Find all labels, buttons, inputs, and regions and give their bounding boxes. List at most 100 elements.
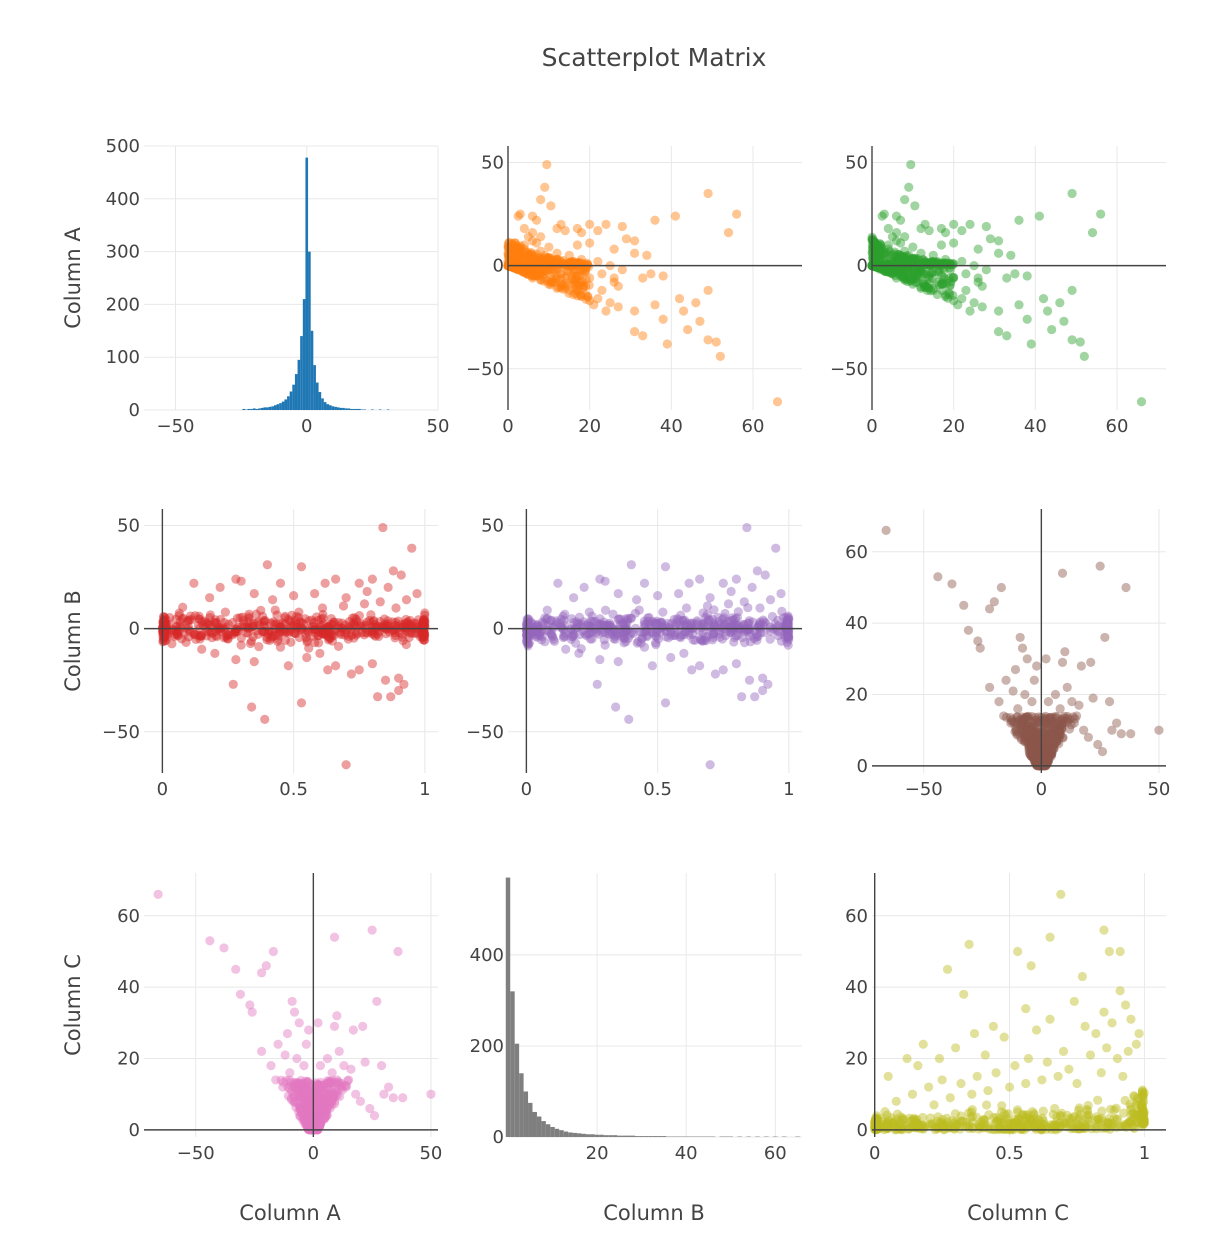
- scatter-point: [315, 1077, 326, 1087]
- scatter-point: [684, 578, 694, 588]
- scatter-point: [512, 265, 522, 275]
- scatter-point: [609, 273, 619, 283]
- scatter-point: [257, 611, 268, 621]
- x-tick-label: −50: [157, 416, 195, 437]
- y-tick-label: 50: [117, 516, 140, 537]
- scatter-point: [1099, 925, 1109, 935]
- scatter-point: [325, 633, 335, 643]
- scatter-point: [351, 614, 361, 624]
- scatter-point: [529, 270, 539, 281]
- histogram-bar: [305, 157, 309, 410]
- scatter-point: [510, 253, 521, 264]
- scatter-point: [991, 1116, 1002, 1127]
- y-tick-label: 20: [845, 1049, 868, 1070]
- scatter-point: [732, 209, 742, 219]
- scatter-point: [158, 635, 168, 646]
- scatter-point: [767, 611, 778, 622]
- scatter-point: [887, 232, 898, 242]
- scatter-point: [1077, 971, 1087, 982]
- scatter-point: [650, 300, 660, 310]
- scatter-point: [1045, 712, 1055, 723]
- scatter-point: [1017, 643, 1028, 653]
- scatter-point: [901, 274, 911, 284]
- scatter-point: [162, 632, 172, 642]
- scatter-point: [1031, 1025, 1042, 1035]
- scatter-point: [562, 261, 572, 271]
- scatter-point: [580, 289, 591, 300]
- scatter-point: [328, 1089, 338, 1100]
- scatter-point: [1004, 1082, 1015, 1092]
- scatter-point: [400, 622, 411, 632]
- histogram-bar: [386, 409, 390, 410]
- scatter-point: [206, 627, 216, 637]
- scatter-point: [249, 588, 259, 599]
- scatter-point: [747, 582, 757, 592]
- scatter-point: [662, 339, 672, 349]
- histogram-bar: [266, 407, 269, 410]
- scatter-point: [721, 616, 732, 627]
- scatter-point: [555, 274, 566, 284]
- scatter-point: [261, 961, 271, 971]
- scatter-point: [999, 1032, 1009, 1042]
- scatter-point: [895, 250, 905, 261]
- scatter-point: [560, 278, 570, 288]
- scatter-point: [1054, 739, 1064, 749]
- scatter-point: [730, 623, 740, 633]
- scatter-point: [881, 249, 891, 259]
- histogram-bar: [657, 1136, 662, 1137]
- scatter-point: [243, 622, 254, 633]
- scatter-point: [206, 622, 217, 632]
- scatter-point: [418, 616, 429, 626]
- scatter-point: [969, 298, 979, 308]
- scatter-point: [513, 262, 524, 272]
- scatter-point: [233, 622, 243, 632]
- scatter-point: [519, 267, 529, 277]
- histogram-bar: [287, 396, 290, 410]
- scatter-point: [868, 235, 878, 246]
- scatter-point: [367, 925, 377, 935]
- scatter-point: [551, 616, 561, 626]
- scatter-point: [565, 257, 576, 267]
- scatter-point: [553, 260, 564, 270]
- x-tick-label: 1: [419, 779, 430, 800]
- scatter-point: [399, 679, 409, 689]
- scatter-point: [378, 522, 388, 533]
- scatter-point: [931, 267, 942, 277]
- scatter-point: [644, 612, 654, 623]
- scatter-point: [418, 635, 428, 645]
- scatter-point: [523, 232, 534, 242]
- scatter-point: [510, 257, 520, 267]
- y-tick-label: 0: [129, 1120, 140, 1141]
- scatter-point: [784, 614, 794, 624]
- scatter-point: [507, 238, 517, 248]
- scatter-point: [566, 260, 576, 270]
- scatter-point: [304, 643, 314, 653]
- scatter-point: [518, 267, 528, 277]
- scatter-point: [932, 277, 942, 287]
- scatter-point: [888, 264, 898, 275]
- scatter-point: [574, 277, 584, 287]
- scatter-point: [580, 266, 590, 276]
- scatter-point: [282, 1028, 293, 1039]
- scatter-point: [551, 274, 561, 284]
- scatter-point: [1104, 946, 1114, 957]
- scatter-point: [923, 283, 933, 293]
- scatter-point: [302, 1113, 313, 1123]
- scatter-point: [296, 625, 306, 635]
- scatter-point: [568, 265, 578, 275]
- scatter-point: [296, 698, 307, 708]
- scatter-point: [879, 259, 889, 270]
- scatter-point: [308, 624, 319, 635]
- scatter-point: [707, 635, 718, 645]
- scatter-point: [419, 629, 429, 639]
- histogram-bar: [355, 408, 358, 410]
- scatter-point: [519, 246, 529, 256]
- scatter-point: [298, 618, 309, 629]
- scatter-point: [546, 277, 556, 287]
- scatter-point: [899, 262, 910, 272]
- scatter-point: [509, 262, 519, 272]
- scatter-point: [871, 247, 882, 257]
- scatter-point: [296, 622, 306, 632]
